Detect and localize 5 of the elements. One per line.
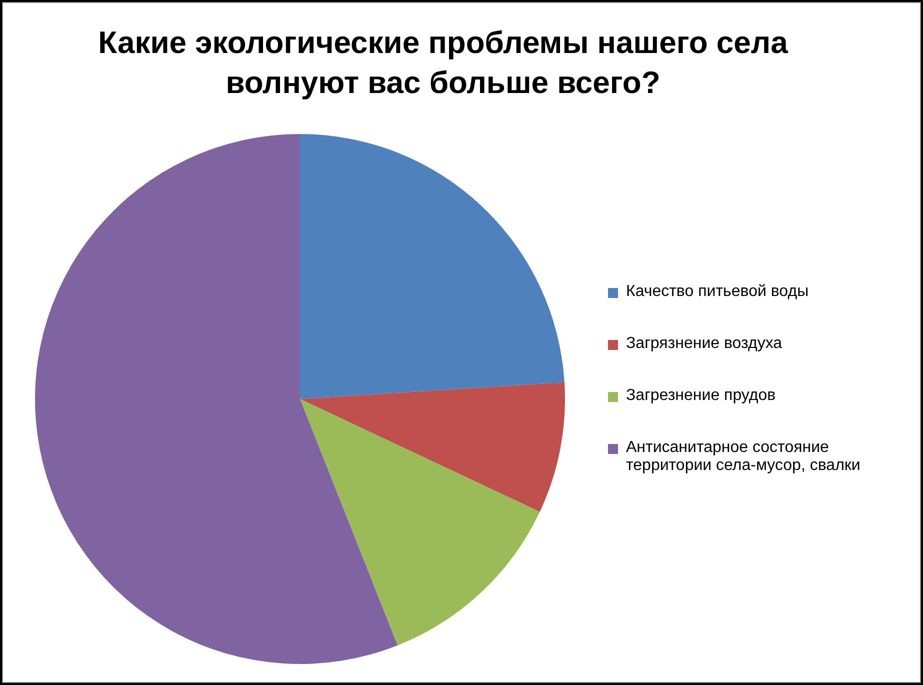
- chart-title: Какие экологические проблемы нашего села волнуют вас больше всего?: [97, 24, 789, 102]
- legend-label: Антисанитарное состояние территории села-мусор, свалки: [626, 439, 862, 475]
- legend-label: Качество питьевой воды: [626, 283, 809, 301]
- legend-label: Загрязнение воздуха: [626, 335, 782, 353]
- legend-label: Загрезнение прудов: [626, 387, 776, 405]
